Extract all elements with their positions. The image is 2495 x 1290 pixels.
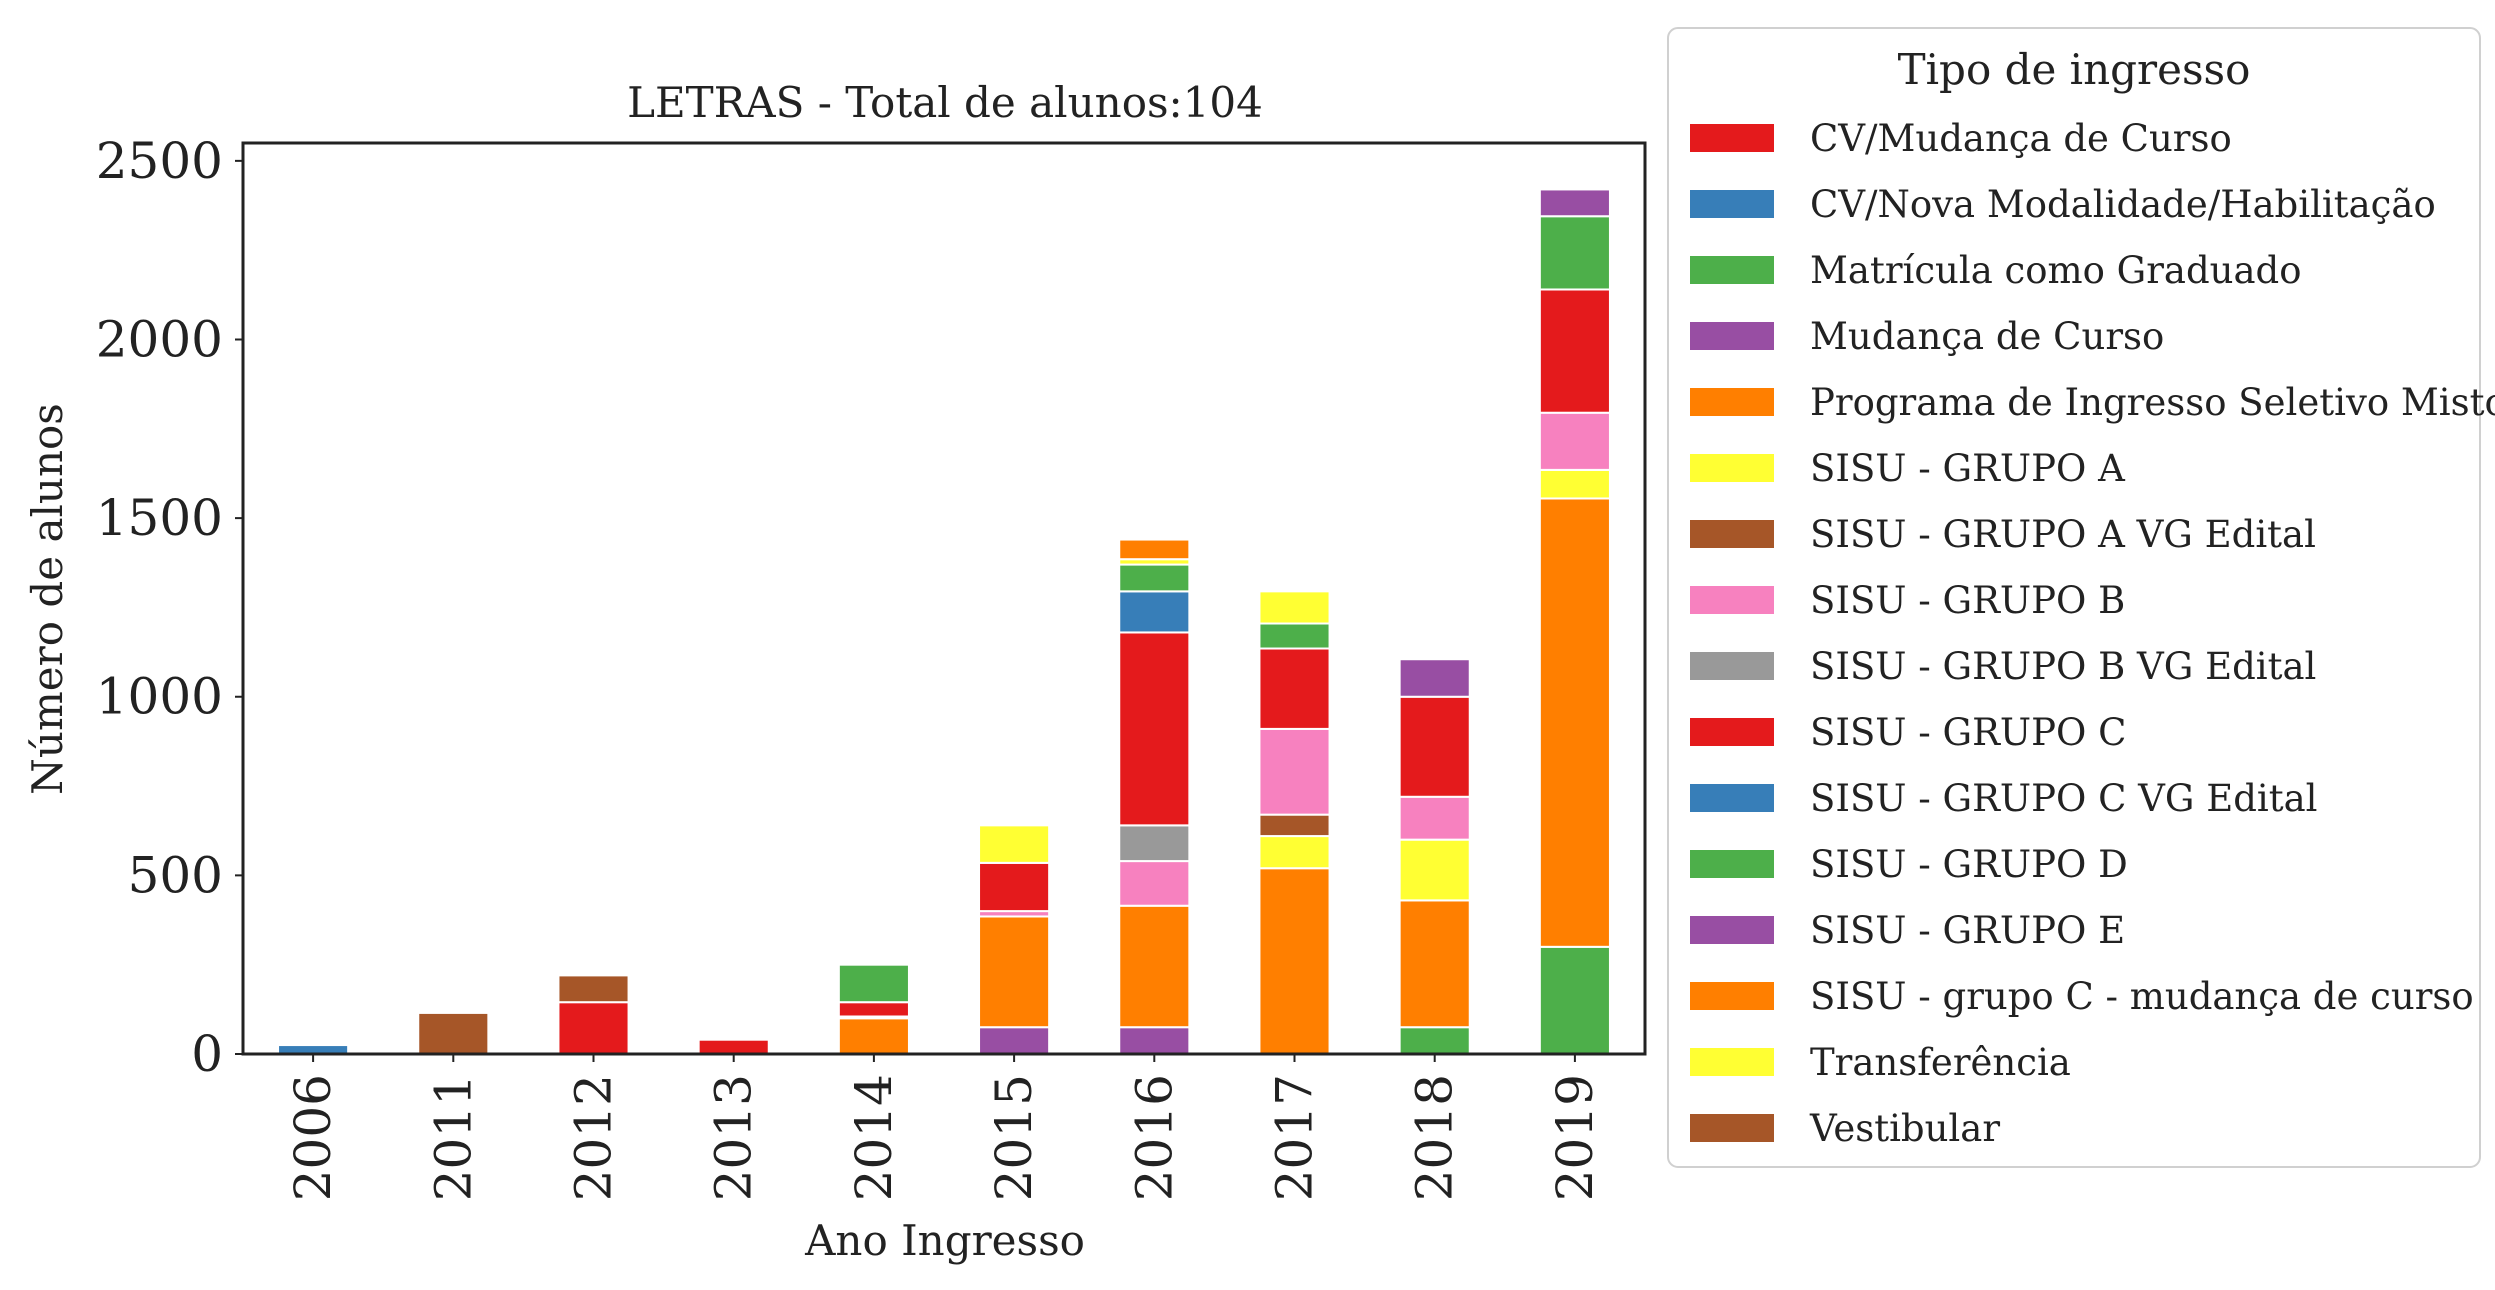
bar-segment <box>1398 795 1471 841</box>
x-tick-label: 2014 <box>845 1074 903 1201</box>
bar-segment <box>1118 631 1191 827</box>
bar-segment <box>1258 590 1331 625</box>
bar-segment <box>557 1001 630 1056</box>
legend-label: Mudança de Curso <box>1810 315 2164 358</box>
bar-segment <box>1538 288 1611 414</box>
bar-segment <box>1258 727 1331 816</box>
y-tick-label: 1500 <box>96 489 223 547</box>
bar-segment <box>1258 813 1331 838</box>
x-tick-label: 2017 <box>1266 1074 1324 1201</box>
legend-label: SISU - GRUPO D <box>1810 843 2128 886</box>
legend-swatch <box>1690 1114 1774 1142</box>
x-tick-label: 2013 <box>705 1074 763 1201</box>
legend-swatch <box>1690 520 1774 548</box>
bar-segment <box>1538 411 1611 471</box>
y-tick-label: 500 <box>128 846 223 904</box>
legend-items: CV/Mudança de Curso CV/Nova Modalidade/Ha… <box>1690 117 2495 1150</box>
x-tick-label: 2015 <box>985 1074 1043 1201</box>
bar-segment <box>1398 838 1471 902</box>
x-tick-label: 2019 <box>1546 1074 1604 1201</box>
bar-segment <box>1258 867 1331 1056</box>
legend-label: Matrícula como Graduado <box>1810 249 2302 292</box>
bar-segment <box>697 1038 770 1056</box>
legend-swatch <box>1690 256 1774 284</box>
legend-label: SISU - GRUPO C <box>1810 711 2126 754</box>
legend-label: Vestibular <box>1809 1107 2000 1150</box>
bar-segment <box>978 1026 1051 1056</box>
plot-area <box>277 188 1611 1056</box>
legend-frame <box>1667 27 2481 1168</box>
legend-swatch <box>1690 322 1774 350</box>
x-tick-label: 2011 <box>424 1074 482 1201</box>
legend-swatch <box>1690 124 1774 152</box>
legend-label: SISU - GRUPO E <box>1810 909 2125 952</box>
bar-segment <box>837 963 910 1004</box>
plot-frame <box>241 141 1647 1056</box>
legend-label: CV/Mudança de Curso <box>1810 117 2232 160</box>
legend-label: SISU - GRUPO C VG Edital <box>1810 777 2318 820</box>
bar-segment <box>1398 658 1471 698</box>
bar-segment <box>1538 945 1611 1056</box>
legend-label: SISU - GRUPO A <box>1810 447 2126 490</box>
legend-label: Programa de Ingresso Seletivo Misto <box>1810 381 2495 424</box>
legend-swatch <box>1690 1048 1774 1076</box>
legend-swatch <box>1690 718 1774 746</box>
y-axis-label: Número de alunos <box>23 403 72 795</box>
legend-swatch <box>1690 916 1774 944</box>
bar-segment <box>1398 1026 1471 1056</box>
bar-segment <box>1538 215 1611 291</box>
bar-segment <box>1118 904 1191 1029</box>
legend: Tipo de ingresso CV/Mudança de Curso CV/N… <box>1667 27 2495 1168</box>
legend-swatch <box>1690 982 1774 1010</box>
bar-segment <box>557 974 630 1004</box>
bar-segment <box>1118 563 1191 593</box>
y-axis: 0 500 1000 1500 2000 2500 <box>96 132 243 1083</box>
bar-segment <box>1258 622 1331 650</box>
x-tick-label: 2006 <box>284 1074 342 1201</box>
legend-swatch <box>1690 784 1774 812</box>
legend-label: SISU - GRUPO B <box>1810 579 2125 622</box>
legend-label: SISU - GRUPO A VG Edital <box>1810 513 2316 556</box>
bar-segment <box>978 915 1051 1029</box>
legend-swatch <box>1690 454 1774 482</box>
bar-segment <box>1538 497 1611 948</box>
legend-swatch <box>1690 388 1774 416</box>
y-tick-label: 1000 <box>96 668 223 726</box>
bar-segment <box>1118 538 1191 561</box>
bar-segment <box>1118 824 1191 863</box>
y-tick-label: 2500 <box>96 132 223 190</box>
bar-segment <box>1538 468 1611 500</box>
bar-segment <box>1538 188 1611 218</box>
legend-swatch <box>1690 190 1774 218</box>
x-tick-label: 2018 <box>1406 1074 1464 1201</box>
chart-title: LETRAS - Total de alunos:104 <box>627 78 1263 127</box>
bar-segment <box>1118 860 1191 907</box>
x-axis-label: Ano Ingresso <box>804 1216 1085 1265</box>
legend-title: Tipo de ingresso <box>1898 45 2251 94</box>
legend-label: CV/Nova Modalidade/Habilitação <box>1810 183 2436 226</box>
bar-segment <box>1398 695 1471 798</box>
x-tick-label: 2016 <box>1125 1074 1183 1201</box>
bar-segment <box>837 1017 910 1056</box>
y-tick-label: 0 <box>191 1025 223 1083</box>
bar-segment <box>978 824 1051 864</box>
x-axis: 2006 2011 2012 2013 2014 2015 2016 2017 2018 2019 <box>284 1054 1604 1201</box>
bar-segment <box>1398 899 1471 1029</box>
y-tick-label: 2000 <box>96 310 223 368</box>
legend-label: Transferência <box>1810 1041 2071 1084</box>
legend-swatch <box>1690 586 1774 614</box>
bar-segment <box>837 1001 910 1018</box>
legend-label: SISU - GRUPO B VG Edital <box>1810 645 2316 688</box>
legend-swatch <box>1690 652 1774 680</box>
bar-segment <box>978 861 1051 913</box>
bar-segment <box>1118 1026 1191 1056</box>
x-tick-label: 2012 <box>565 1074 623 1201</box>
bar-segment <box>1258 647 1331 730</box>
legend-swatch <box>1690 850 1774 878</box>
bar-segment <box>1118 590 1191 634</box>
bar-segment <box>417 1011 490 1056</box>
legend-label: SISU - grupo C - mudança de curso <box>1810 975 2474 1018</box>
bar-segment <box>1258 835 1331 870</box>
